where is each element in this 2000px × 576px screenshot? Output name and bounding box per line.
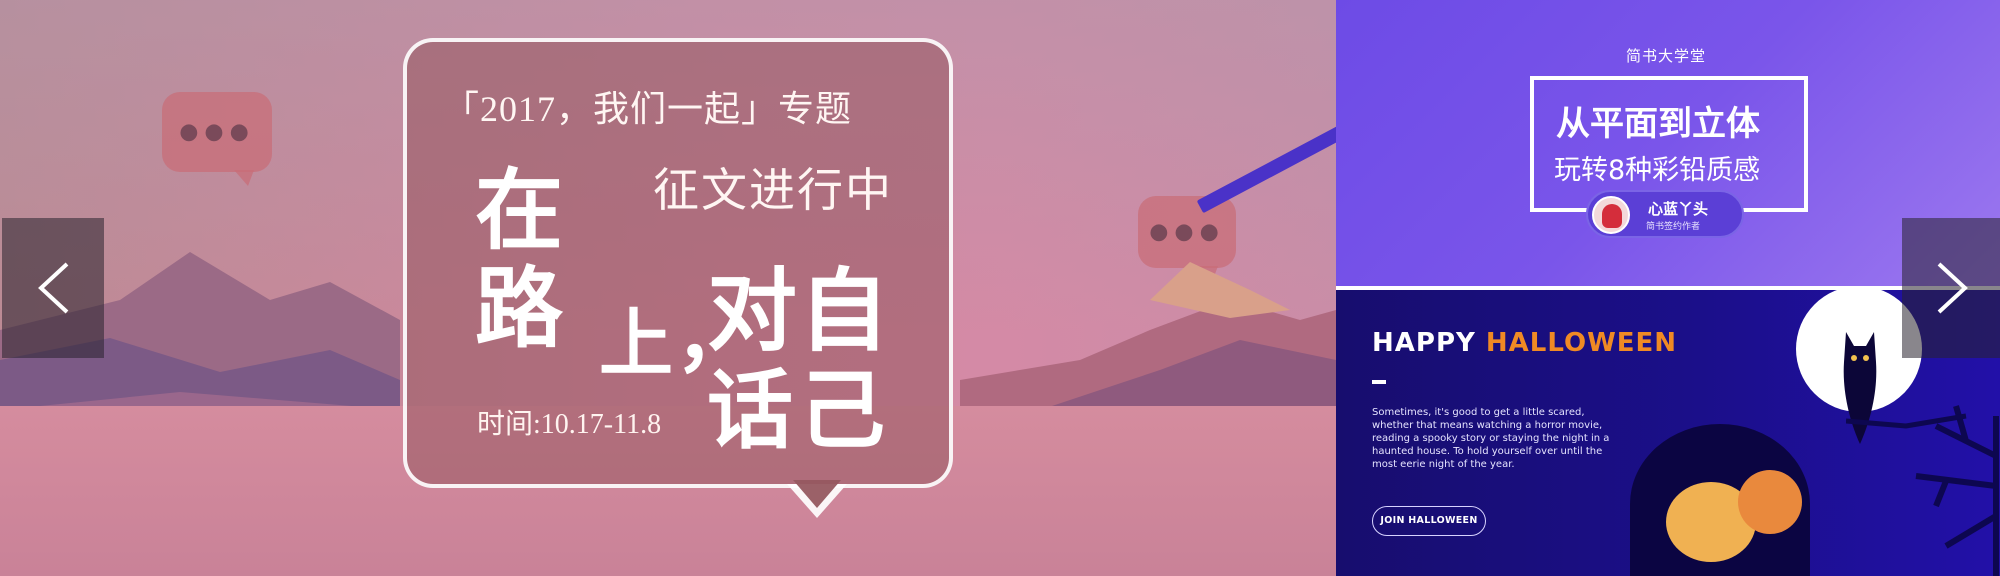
campaign-status: 征文进行中	[653, 163, 893, 217]
campaign-topic: 「2017，我们一起」专题	[443, 89, 853, 129]
tree-branches-illustration	[1846, 405, 1999, 576]
course-headline: 从平面到立体	[1556, 104, 1760, 144]
author-chip[interactable]: 心蓝丫头 简书签约作者	[1586, 190, 1744, 238]
avatar	[1592, 196, 1630, 234]
chevron-left-icon	[38, 262, 69, 314]
author-name: 心蓝丫头	[1648, 200, 1709, 218]
speech-bubble-decoration: ●●●	[1138, 196, 1236, 282]
headline-char: 路	[475, 257, 564, 360]
headline-char: 在	[475, 159, 564, 262]
halloween-title: HAPPY HALLOWEEN	[1372, 328, 1677, 358]
main-banner-slide[interactable]: ●●● ●●● 「2017，我们一起」专题 征文进行中 在 路 上 ， 对 自 …	[0, 0, 1336, 576]
headline-char: 对	[707, 259, 797, 364]
pumpkin-illustration	[1738, 470, 1802, 534]
headline-char: 自	[799, 259, 889, 364]
halloween-description: Sometimes, it's good to get a little sca…	[1372, 407, 1610, 470]
card-tail-decoration	[787, 480, 847, 518]
chevron-right-icon	[1937, 262, 1968, 314]
headline-char: 己	[799, 361, 885, 461]
owl-illustration	[1843, 332, 1877, 444]
title-divider	[1372, 380, 1386, 384]
essay-campaign-card[interactable]: 「2017，我们一起」专题 征文进行中 在 路 上 ， 对 自 话 己 时间:1…	[403, 38, 953, 518]
headline-char: 上	[599, 301, 673, 387]
course-kicker: 简书大学堂	[1626, 47, 1707, 65]
title-word-happy: HAPPY	[1372, 328, 1476, 358]
campaign-time: 时间:10.17-11.8	[477, 409, 662, 440]
headline-char: ，	[675, 290, 755, 383]
carousel-next-button[interactable]	[1902, 218, 2000, 358]
title-word-halloween: HALLOWEEN	[1485, 328, 1678, 358]
speech-bubble-decoration: ●●●	[162, 92, 272, 186]
carousel-prev-button[interactable]	[2, 218, 104, 358]
author-role: 简书签约作者	[1646, 222, 1701, 232]
join-halloween-button[interactable]: JOIN HALLOWEEN	[1372, 506, 1486, 536]
headline-char: 话	[707, 361, 793, 461]
course-subheadline: 玩转8种彩铅质感	[1554, 155, 1761, 186]
